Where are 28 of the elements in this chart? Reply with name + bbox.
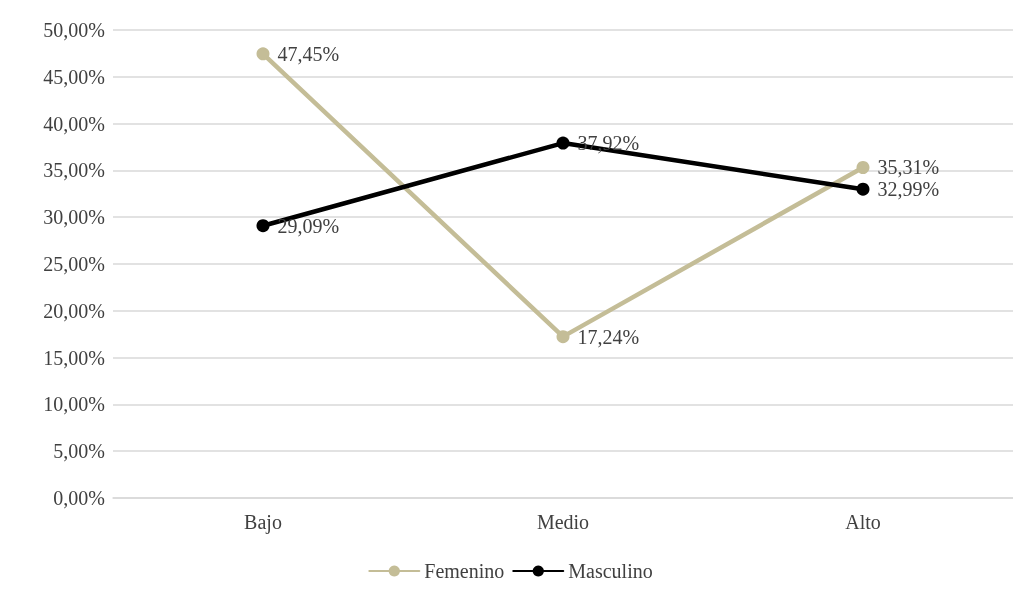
y-tick-label: 50,00% [43,19,105,41]
x-tick-label: Alto [845,511,881,533]
y-tick-label: 15,00% [43,346,105,369]
y-tick-label: 25,00% [43,253,105,275]
data-label: 32,99% [877,178,940,201]
x-tick-label: Bajo [244,511,282,534]
point [256,219,270,233]
data-label: 37,92% [577,132,640,155]
point [556,136,570,150]
point [856,182,870,196]
legend-label: Femenino [424,560,505,582]
y-tick-label: 0,00% [53,487,105,509]
point [256,47,270,61]
point [556,330,570,344]
y-tick-label: 20,00% [43,299,105,322]
data-label: 17,24% [577,325,640,348]
data-label: 35,31% [877,156,940,179]
y-tick-label: 30,00% [43,206,105,229]
y-tick-label: 10,00% [43,393,105,416]
y-tick-label: 5,00% [53,440,105,463]
data-label: 29,09% [277,214,340,237]
y-tick-label: 40,00% [43,112,105,135]
y-tick-label: 35,00% [43,159,105,182]
data-label: 47,45% [277,42,340,65]
point [856,161,870,174]
legend-label: Masculino [568,560,653,582]
y-tick-label: 45,00% [43,65,105,88]
x-tick-label: Medio [536,511,590,533]
